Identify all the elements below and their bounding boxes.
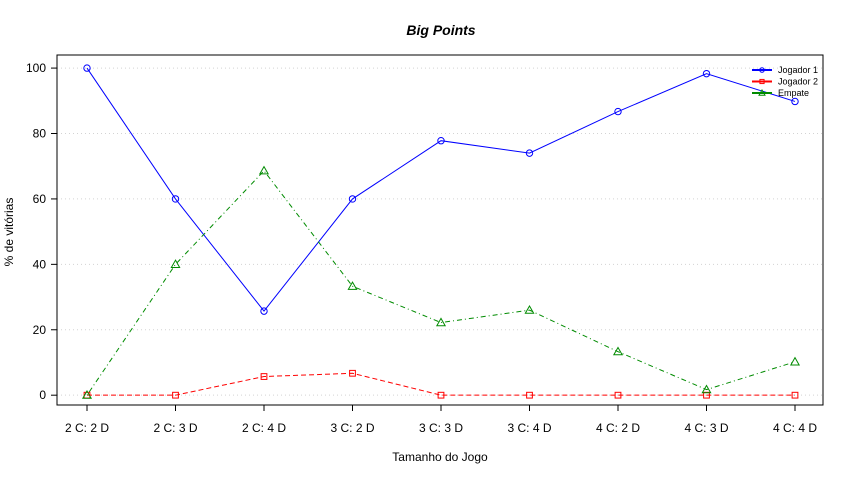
data-point-jogador-2 (791, 391, 799, 399)
y-axis-label: % de vitórias (2, 198, 16, 267)
data-point-empate (347, 281, 358, 290)
y-tick-label: 60 (33, 192, 47, 206)
data-point-empate (81, 390, 93, 399)
y-tick-label: 0 (39, 388, 46, 402)
series-line-empate (86, 170, 796, 396)
legend-item-jogador-2: Jogador 2 (752, 77, 818, 87)
legend-marker-jogador-2 (759, 78, 765, 85)
data-point-jogador-1 (437, 137, 445, 145)
data-point-jogador-1 (348, 195, 357, 203)
data-point-jogador-2 (349, 369, 356, 377)
y-tick-label: 40 (33, 257, 47, 271)
series-line-jogador-2 (87, 372, 795, 396)
x-tick-label: 4 C: 2 D (596, 421, 640, 435)
data-point-jogador-1 (791, 97, 799, 106)
x-tick-label: 2 C: 4 D (242, 421, 286, 435)
data-point-empate (789, 356, 801, 366)
data-point-jogador-2 (614, 391, 622, 399)
data-point-empate (435, 317, 447, 327)
x-axis: 2 C: 2 D 2 C: 3 D 2 C: 4 D 3 C: 2 D 3 C: 3 D… (65, 405, 817, 435)
data-point-jogador-1 (260, 307, 268, 315)
legend-item-jogador-1: Jogador 1 (752, 65, 818, 75)
series-layer (81, 64, 801, 399)
legend-label-jogador-2: Jogador 2 (778, 77, 818, 87)
series-jogador-1 (83, 64, 799, 315)
legend-label-jogador-1: Jogador 1 (778, 65, 818, 75)
legend-marker-empate (758, 89, 766, 96)
plot-area (56, 54, 824, 406)
data-point-jogador-1 (614, 107, 622, 116)
data-point-jogador-1 (171, 195, 180, 203)
series-empate (81, 165, 801, 399)
x-tick-label: 4 C: 3 D (684, 421, 728, 435)
y-tick-label: 20 (33, 323, 47, 337)
legend-label-empate: Empate (778, 88, 809, 98)
data-point-empate (524, 304, 535, 314)
legend-marker-jogador-1 (759, 67, 765, 73)
x-tick-label: 2 C: 2 D (65, 421, 109, 435)
y-tick-label: 100 (26, 61, 46, 75)
chart-title: Big Points (406, 22, 475, 38)
y-tick-label: 80 (33, 127, 47, 141)
series-jogador-2 (83, 369, 799, 399)
x-tick-label: 4 C: 4 D (773, 421, 817, 435)
x-tick-label: 3 C: 4 D (507, 421, 551, 435)
data-point-empate (701, 384, 712, 394)
legend-item-empate: Empate (752, 88, 809, 98)
x-axis-label: Tamanho do Jogo (392, 450, 488, 464)
x-tick-label: 3 C: 3 D (419, 421, 463, 435)
data-point-jogador-2 (526, 391, 533, 399)
x-tick-label: 3 C: 2 D (330, 421, 374, 435)
data-point-empate (170, 259, 181, 268)
data-point-jogador-1 (83, 64, 91, 72)
data-point-jogador-1 (702, 69, 711, 78)
series-line-jogador-1 (86, 67, 796, 312)
data-point-empate (612, 346, 624, 356)
x-tick-label: 2 C: 3 D (153, 421, 197, 435)
data-point-jogador-2 (260, 373, 268, 380)
data-point-empate (258, 165, 270, 175)
grid-lines (57, 67, 823, 396)
data-point-jogador-2 (437, 391, 445, 399)
data-point-jogador-1 (525, 149, 534, 157)
y-axis: 0 20 40 60 80 100 (26, 61, 57, 402)
data-point-jogador-2 (172, 391, 179, 399)
